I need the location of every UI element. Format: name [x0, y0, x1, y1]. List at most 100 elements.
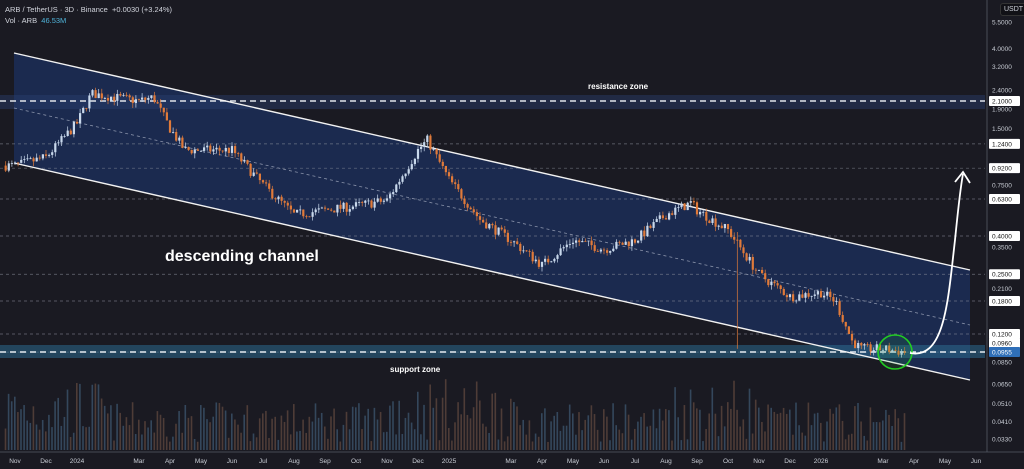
candle-body: [165, 112, 168, 121]
volume-bar: [57, 397, 59, 450]
candle-body: [54, 143, 57, 153]
volume-bar: [203, 407, 205, 450]
candle-body: [199, 150, 203, 152]
volume-bar: [193, 438, 196, 450]
volume-bar: [714, 413, 717, 450]
volume-bar: [513, 402, 515, 450]
time-tick-label: 2026: [814, 458, 829, 465]
time-tick-label: Nov: [9, 458, 21, 465]
volume-label[interactable]: Vol · ARB: [5, 16, 38, 25]
candle-body: [885, 345, 888, 351]
candle-body: [240, 153, 243, 162]
candle: [742, 244, 745, 258]
volume-bar: [578, 412, 580, 450]
candle: [100, 88, 103, 102]
candle-body: [237, 153, 240, 154]
candle: [671, 210, 674, 216]
volume-bars: [4, 379, 906, 450]
time-axis[interactable]: Nov Dec 2024 Mar Apr May Jun Jul Aug Sep Oct Nov Dec…: [0, 451, 1024, 469]
candle-body: [218, 147, 221, 151]
volume-bar: [674, 387, 676, 450]
candle: [528, 249, 531, 257]
candle-body: [41, 154, 44, 159]
volume-bar: [172, 436, 174, 450]
candle: [525, 249, 528, 252]
candle-body: [897, 350, 900, 355]
price-line-label-bg: [989, 230, 1020, 241]
volume-bar: [302, 419, 304, 450]
candle-body: [857, 342, 860, 349]
candle: [302, 209, 305, 219]
candle: [472, 206, 475, 215]
time-tick-label: Jul: [259, 458, 268, 465]
volume-bar: [773, 411, 776, 450]
candle-body: [643, 230, 646, 237]
volume-bar: [404, 417, 407, 450]
candle: [869, 341, 872, 356]
candle: [17, 162, 20, 167]
candle: [351, 205, 354, 211]
time-tick-label: Apr: [537, 458, 548, 465]
candle-body: [289, 205, 292, 210]
candle-body: [894, 350, 897, 351]
volume-bar: [150, 420, 152, 450]
symbol-title[interactable]: ARB / TetherUS · 3D · Binance: [5, 5, 108, 14]
volume-bar: [293, 404, 295, 450]
candle-body: [361, 202, 364, 203]
candle-body: [813, 294, 816, 296]
candle: [844, 321, 847, 330]
volume-bar: [829, 408, 831, 450]
volume-bar: [82, 426, 84, 450]
channel-midline[interactable]: [13, 107, 971, 326]
volume-bar: [141, 434, 143, 450]
volume-bar: [723, 426, 726, 450]
projection-arrow[interactable]: [909, 173, 964, 355]
resistance-zone[interactable]: [0, 95, 985, 109]
volume-bar: [581, 430, 583, 450]
candle-body: [116, 93, 119, 101]
candle-body: [513, 241, 516, 243]
price-tick-label: 3.2000: [992, 64, 1012, 71]
volume-bar: [308, 416, 311, 450]
channel-lower-line[interactable]: [13, 162, 971, 381]
candle-body: [658, 215, 661, 219]
candle: [835, 297, 838, 306]
candle-body: [621, 242, 624, 245]
candle: [57, 139, 60, 146]
volume-bar: [196, 441, 199, 450]
volume-bar: [420, 434, 422, 450]
candle-body: [203, 147, 206, 151]
candle-body: [841, 315, 844, 322]
candle-body: [640, 230, 643, 241]
candle-body: [97, 93, 100, 99]
candle: [866, 342, 869, 347]
volume-bar: [692, 402, 695, 450]
candle-body: [69, 130, 72, 135]
candle: [413, 157, 416, 167]
volume-bar: [584, 419, 586, 450]
candle: [178, 135, 181, 144]
channel-upper-line[interactable]: [13, 52, 971, 271]
volume-bar: [63, 416, 66, 450]
candle-body: [609, 251, 612, 253]
highlight-circle[interactable]: [877, 334, 913, 370]
currency-button[interactable]: USDT: [1000, 3, 1024, 16]
candle-body: [723, 224, 726, 229]
candle-body: [482, 219, 485, 223]
candle: [401, 174, 404, 184]
candle: [602, 247, 606, 255]
volume-bar: [810, 425, 813, 450]
candle-body: [516, 241, 519, 244]
price-tick-label: 5.5000: [992, 20, 1012, 27]
volume-bar: [113, 440, 115, 450]
price-axis[interactable]: 5.5000 4.0000 3.2000 2.4000 1.9000 1.5000 0.75…: [985, 0, 1024, 469]
candle: [795, 299, 798, 304]
volume-bar: [153, 432, 156, 450]
candle-body: [91, 90, 94, 96]
volume-bar: [296, 431, 298, 450]
candle: [85, 107, 88, 112]
price-line-label-bg: [989, 338, 1020, 348]
volume-bar: [857, 402, 859, 450]
candle: [553, 257, 556, 264]
